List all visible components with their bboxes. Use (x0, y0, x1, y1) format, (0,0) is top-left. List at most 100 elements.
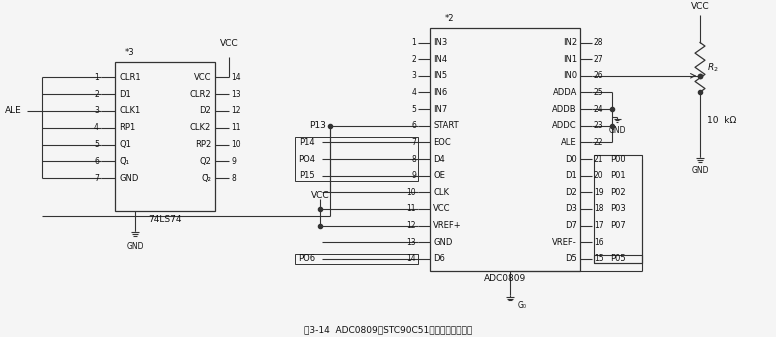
Text: 4: 4 (94, 123, 99, 132)
Text: VREF-: VREF- (553, 238, 577, 247)
Bar (594, 255, 642, 263)
Text: D2: D2 (565, 188, 577, 197)
Text: ADDA: ADDA (553, 88, 577, 97)
Text: VCC: VCC (310, 190, 329, 200)
Text: IN2: IN2 (563, 38, 577, 47)
Text: 12: 12 (407, 221, 416, 230)
Text: RP1: RP1 (119, 123, 135, 132)
Text: D1: D1 (119, 90, 130, 98)
Text: P07: P07 (610, 221, 625, 230)
Text: IN6: IN6 (433, 88, 447, 97)
Text: Q̅₁: Q̅₁ (119, 157, 129, 166)
Text: VCC: VCC (433, 205, 451, 213)
Text: VCC: VCC (220, 39, 238, 49)
Bar (295, 254, 418, 264)
Text: IN0: IN0 (563, 71, 577, 80)
Text: EOC: EOC (433, 138, 451, 147)
Text: P02: P02 (610, 188, 625, 197)
Text: GND: GND (126, 242, 144, 251)
Text: D2: D2 (199, 106, 211, 115)
Text: 图3-14  ADC0809与STC90C51单片机的接口电路: 图3-14 ADC0809与STC90C51单片机的接口电路 (304, 326, 472, 335)
Text: 18: 18 (594, 205, 604, 213)
Text: Q2: Q2 (199, 157, 211, 166)
Text: 10: 10 (231, 140, 241, 149)
Text: 74LS74: 74LS74 (148, 215, 182, 223)
Text: D6: D6 (433, 254, 445, 264)
Text: 6: 6 (94, 157, 99, 166)
Text: CLK: CLK (433, 188, 449, 197)
Text: RP2: RP2 (195, 140, 211, 149)
Text: *3: *3 (125, 49, 134, 57)
Text: 11: 11 (231, 123, 241, 132)
Bar (295, 137, 418, 181)
Text: 26: 26 (594, 71, 604, 80)
Text: 23: 23 (594, 121, 604, 130)
Text: ALE: ALE (5, 106, 22, 115)
Text: D5: D5 (565, 254, 577, 264)
Text: 27: 27 (594, 55, 604, 64)
Text: ADDB: ADDB (553, 104, 577, 114)
Text: Q̅₂: Q̅₂ (201, 174, 211, 183)
Text: IN4: IN4 (433, 55, 447, 64)
Text: 17: 17 (594, 221, 604, 230)
Text: 7: 7 (94, 174, 99, 183)
Text: 9: 9 (411, 171, 416, 180)
Text: 21: 21 (594, 154, 604, 163)
Text: 22: 22 (594, 138, 604, 147)
Text: IN7: IN7 (433, 104, 447, 114)
Text: 6: 6 (411, 121, 416, 130)
Text: 25: 25 (594, 88, 604, 97)
Text: 10: 10 (407, 188, 416, 197)
Text: P14: P14 (300, 138, 315, 147)
Text: 8: 8 (411, 154, 416, 163)
Text: 16: 16 (594, 238, 604, 247)
Text: PO6: PO6 (298, 254, 315, 264)
Text: CLK1: CLK1 (119, 106, 140, 115)
Text: 5: 5 (411, 104, 416, 114)
Text: 9: 9 (231, 157, 236, 166)
Bar (594, 155, 642, 263)
Text: GND: GND (691, 166, 708, 175)
Text: Q1: Q1 (119, 140, 131, 149)
Text: IN3: IN3 (433, 38, 447, 47)
Text: P00: P00 (610, 154, 625, 163)
Text: P13: P13 (309, 121, 326, 130)
Text: PO4: PO4 (298, 154, 315, 163)
Text: D4: D4 (433, 154, 445, 163)
Text: VCC: VCC (691, 2, 709, 11)
Text: 10  kΩ: 10 kΩ (707, 116, 736, 125)
Text: ADC0809: ADC0809 (484, 274, 526, 283)
Text: GND: GND (433, 238, 452, 247)
Text: *2: *2 (445, 14, 455, 23)
Text: GND: GND (119, 174, 138, 183)
Text: P05: P05 (610, 254, 625, 264)
Text: 14: 14 (407, 254, 416, 264)
Text: D0: D0 (565, 154, 577, 163)
Text: 2: 2 (411, 55, 416, 64)
Text: 4: 4 (411, 88, 416, 97)
Bar (430, 28, 580, 271)
Text: START: START (433, 121, 459, 130)
Text: 14: 14 (231, 73, 241, 82)
Bar (115, 62, 215, 211)
Text: 1: 1 (411, 38, 416, 47)
Text: 20: 20 (594, 171, 604, 180)
Text: 24: 24 (594, 104, 604, 114)
Text: VREF+: VREF+ (433, 221, 462, 230)
Text: 11: 11 (407, 205, 416, 213)
Text: OE: OE (433, 171, 445, 180)
Text: IN1: IN1 (563, 55, 577, 64)
Text: IN5: IN5 (433, 71, 447, 80)
Text: 19: 19 (594, 188, 604, 197)
Text: 2: 2 (94, 90, 99, 98)
Text: GND: GND (608, 126, 625, 135)
Text: G₀: G₀ (518, 301, 527, 310)
Text: 5: 5 (94, 140, 99, 149)
Text: CLR2: CLR2 (189, 90, 211, 98)
Text: 13: 13 (231, 90, 241, 98)
Text: 15: 15 (594, 254, 604, 264)
Text: 12: 12 (231, 106, 241, 115)
Text: D7: D7 (565, 221, 577, 230)
Text: CLR1: CLR1 (119, 73, 140, 82)
Text: P15: P15 (300, 171, 315, 180)
